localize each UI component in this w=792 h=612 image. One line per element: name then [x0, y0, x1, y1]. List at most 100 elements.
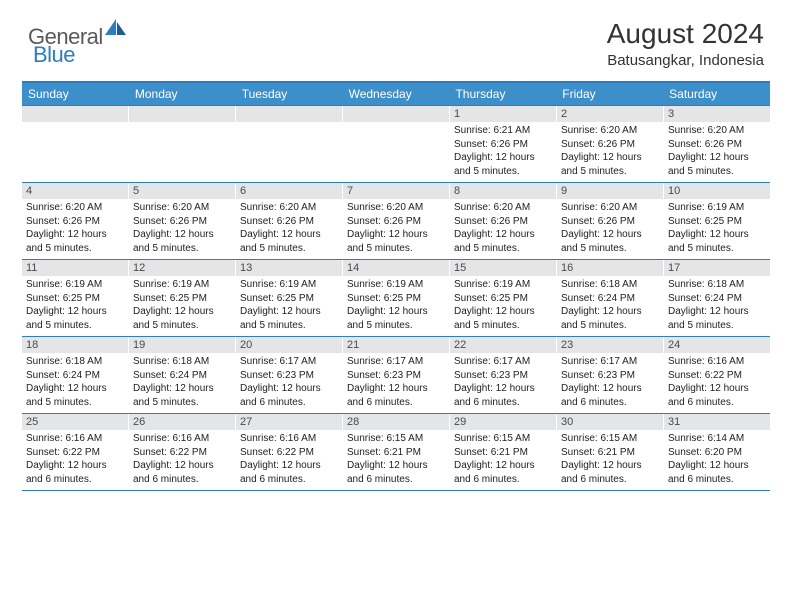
- sunset-text: Sunset: 6:21 PM: [561, 446, 659, 460]
- day-content: [236, 122, 342, 128]
- sunrise-text: Sunrise: 6:19 AM: [133, 278, 231, 292]
- sunrise-text: Sunrise: 6:16 AM: [26, 432, 124, 446]
- day-cell: 3Sunrise: 6:20 AMSunset: 6:26 PMDaylight…: [664, 106, 770, 182]
- sunset-text: Sunset: 6:25 PM: [240, 292, 338, 306]
- day-number: 19: [129, 337, 235, 353]
- day-cell: 31Sunrise: 6:14 AMSunset: 6:20 PMDayligh…: [664, 414, 770, 490]
- day-content: Sunrise: 6:20 AMSunset: 6:26 PMDaylight:…: [557, 122, 663, 182]
- sunrise-text: Sunrise: 6:21 AM: [454, 124, 552, 138]
- day-content: Sunrise: 6:21 AMSunset: 6:26 PMDaylight:…: [450, 122, 556, 182]
- sunrise-text: Sunrise: 6:17 AM: [240, 355, 338, 369]
- day-number: 24: [664, 337, 770, 353]
- daylight-text: Daylight: 12 hours and 5 minutes.: [26, 228, 124, 255]
- day-cell: [236, 106, 343, 182]
- weekday-header: Saturday: [663, 83, 770, 105]
- day-number: 1: [450, 106, 556, 122]
- sunset-text: Sunset: 6:23 PM: [347, 369, 445, 383]
- sunset-text: Sunset: 6:26 PM: [454, 138, 552, 152]
- sunset-text: Sunset: 6:21 PM: [454, 446, 552, 460]
- day-content: Sunrise: 6:20 AMSunset: 6:26 PMDaylight:…: [664, 122, 770, 182]
- weeks-container: 1Sunrise: 6:21 AMSunset: 6:26 PMDaylight…: [22, 105, 770, 490]
- logo-blue-word: Blue: [33, 42, 75, 68]
- page-header: General August 2024 Batusangkar, Indones…: [0, 0, 792, 75]
- day-content: Sunrise: 6:15 AMSunset: 6:21 PMDaylight:…: [450, 430, 556, 490]
- sunrise-text: Sunrise: 6:19 AM: [454, 278, 552, 292]
- calendar: SundayMondayTuesdayWednesdayThursdayFrid…: [22, 81, 770, 491]
- daylight-text: Daylight: 12 hours and 6 minutes.: [240, 382, 338, 409]
- sunrise-text: Sunrise: 6:17 AM: [454, 355, 552, 369]
- sunrise-text: Sunrise: 6:20 AM: [26, 201, 124, 215]
- daylight-text: Daylight: 12 hours and 6 minutes.: [133, 459, 231, 486]
- day-number: 10: [664, 183, 770, 199]
- day-cell: [22, 106, 129, 182]
- day-content: Sunrise: 6:18 AMSunset: 6:24 PMDaylight:…: [557, 276, 663, 336]
- sunset-text: Sunset: 6:25 PM: [454, 292, 552, 306]
- day-number: 27: [236, 414, 342, 430]
- day-content: Sunrise: 6:16 AMSunset: 6:22 PMDaylight:…: [22, 430, 128, 490]
- sunrise-text: Sunrise: 6:20 AM: [454, 201, 552, 215]
- sunset-text: Sunset: 6:26 PM: [561, 138, 659, 152]
- daylight-text: Daylight: 12 hours and 5 minutes.: [454, 151, 552, 178]
- day-content: Sunrise: 6:18 AMSunset: 6:24 PMDaylight:…: [22, 353, 128, 413]
- day-number: 7: [343, 183, 449, 199]
- day-cell: 1Sunrise: 6:21 AMSunset: 6:26 PMDaylight…: [450, 106, 557, 182]
- sunset-text: Sunset: 6:26 PM: [133, 215, 231, 229]
- calendar-bottom-border: [22, 490, 770, 491]
- sunset-text: Sunset: 6:26 PM: [668, 138, 766, 152]
- sunrise-text: Sunrise: 6:18 AM: [133, 355, 231, 369]
- daylight-text: Daylight: 12 hours and 6 minutes.: [240, 459, 338, 486]
- sunrise-text: Sunrise: 6:20 AM: [347, 201, 445, 215]
- day-cell: 30Sunrise: 6:15 AMSunset: 6:21 PMDayligh…: [557, 414, 664, 490]
- day-number: 13: [236, 260, 342, 276]
- day-number: 30: [557, 414, 663, 430]
- week-row: 25Sunrise: 6:16 AMSunset: 6:22 PMDayligh…: [22, 413, 770, 490]
- day-content: Sunrise: 6:15 AMSunset: 6:21 PMDaylight:…: [557, 430, 663, 490]
- day-content: Sunrise: 6:20 AMSunset: 6:26 PMDaylight:…: [450, 199, 556, 259]
- day-content: Sunrise: 6:17 AMSunset: 6:23 PMDaylight:…: [236, 353, 342, 413]
- sunrise-text: Sunrise: 6:15 AM: [454, 432, 552, 446]
- day-number: 4: [22, 183, 128, 199]
- logo-sail-icon: [105, 19, 127, 42]
- sunset-text: Sunset: 6:23 PM: [561, 369, 659, 383]
- day-cell: 5Sunrise: 6:20 AMSunset: 6:26 PMDaylight…: [129, 183, 236, 259]
- day-content: Sunrise: 6:14 AMSunset: 6:20 PMDaylight:…: [664, 430, 770, 490]
- sunrise-text: Sunrise: 6:20 AM: [240, 201, 338, 215]
- day-cell: [129, 106, 236, 182]
- sunset-text: Sunset: 6:24 PM: [668, 292, 766, 306]
- day-content: Sunrise: 6:16 AMSunset: 6:22 PMDaylight:…: [664, 353, 770, 413]
- day-number: [343, 106, 449, 122]
- day-number: 22: [450, 337, 556, 353]
- day-cell: 15Sunrise: 6:19 AMSunset: 6:25 PMDayligh…: [450, 260, 557, 336]
- day-cell: 4Sunrise: 6:20 AMSunset: 6:26 PMDaylight…: [22, 183, 129, 259]
- day-content: Sunrise: 6:20 AMSunset: 6:26 PMDaylight:…: [129, 199, 235, 259]
- day-content: Sunrise: 6:20 AMSunset: 6:26 PMDaylight:…: [343, 199, 449, 259]
- day-cell: 23Sunrise: 6:17 AMSunset: 6:23 PMDayligh…: [557, 337, 664, 413]
- day-content: [343, 122, 449, 128]
- day-cell: 28Sunrise: 6:15 AMSunset: 6:21 PMDayligh…: [343, 414, 450, 490]
- daylight-text: Daylight: 12 hours and 5 minutes.: [561, 305, 659, 332]
- day-number: 6: [236, 183, 342, 199]
- day-cell: 17Sunrise: 6:18 AMSunset: 6:24 PMDayligh…: [664, 260, 770, 336]
- day-content: Sunrise: 6:20 AMSunset: 6:26 PMDaylight:…: [557, 199, 663, 259]
- day-content: Sunrise: 6:17 AMSunset: 6:23 PMDaylight:…: [450, 353, 556, 413]
- day-content: Sunrise: 6:17 AMSunset: 6:23 PMDaylight:…: [557, 353, 663, 413]
- weekday-header-row: SundayMondayTuesdayWednesdayThursdayFrid…: [22, 83, 770, 105]
- day-number: [236, 106, 342, 122]
- sunset-text: Sunset: 6:25 PM: [26, 292, 124, 306]
- sunrise-text: Sunrise: 6:16 AM: [668, 355, 766, 369]
- week-row: 18Sunrise: 6:18 AMSunset: 6:24 PMDayligh…: [22, 336, 770, 413]
- day-cell: 19Sunrise: 6:18 AMSunset: 6:24 PMDayligh…: [129, 337, 236, 413]
- sunrise-text: Sunrise: 6:18 AM: [26, 355, 124, 369]
- day-content: Sunrise: 6:16 AMSunset: 6:22 PMDaylight:…: [129, 430, 235, 490]
- weekday-header: Sunday: [22, 83, 129, 105]
- day-content: Sunrise: 6:19 AMSunset: 6:25 PMDaylight:…: [664, 199, 770, 259]
- day-number: 3: [664, 106, 770, 122]
- week-row: 1Sunrise: 6:21 AMSunset: 6:26 PMDaylight…: [22, 105, 770, 182]
- day-cell: 25Sunrise: 6:16 AMSunset: 6:22 PMDayligh…: [22, 414, 129, 490]
- day-number: 28: [343, 414, 449, 430]
- weekday-header: Wednesday: [343, 83, 450, 105]
- day-number: 11: [22, 260, 128, 276]
- sunset-text: Sunset: 6:20 PM: [668, 446, 766, 460]
- day-cell: 7Sunrise: 6:20 AMSunset: 6:26 PMDaylight…: [343, 183, 450, 259]
- day-number: 5: [129, 183, 235, 199]
